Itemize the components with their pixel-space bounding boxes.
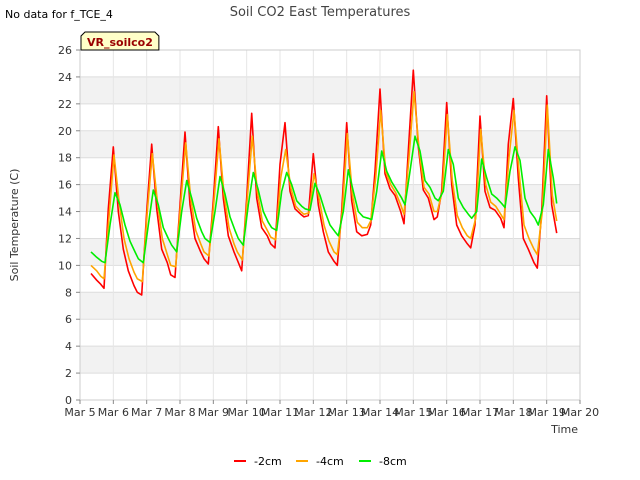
x-tick-label: Mar 19 bbox=[528, 406, 566, 419]
station-label-text: VR_soilco2 bbox=[87, 36, 153, 49]
legend: -2cm -4cm -8cm bbox=[234, 455, 407, 468]
x-axis-label: Time bbox=[550, 423, 578, 436]
x-tick-label: Mar 9 bbox=[198, 406, 229, 419]
series-line-minus-8cm bbox=[90, 135, 558, 264]
station-label: VR_soilco2 bbox=[80, 31, 160, 51]
y-tick-label: 14 bbox=[58, 206, 72, 219]
legend-label: -4cm bbox=[316, 455, 344, 468]
x-tick-label: Mar 18 bbox=[494, 406, 532, 419]
y-tick-label: 0 bbox=[65, 394, 72, 407]
x-tick-label: Mar 16 bbox=[428, 406, 466, 419]
y-tick-label: 4 bbox=[65, 340, 72, 353]
y-tick-label: 18 bbox=[58, 152, 72, 165]
background-band bbox=[80, 130, 580, 158]
y-tick-label: 2 bbox=[65, 367, 72, 380]
y-tick-label: 24 bbox=[58, 71, 72, 84]
x-tick-label: Mar 13 bbox=[328, 406, 366, 419]
background-band bbox=[80, 346, 580, 374]
legend-label: -2cm bbox=[254, 455, 282, 468]
y-tick-label: 22 bbox=[58, 98, 72, 111]
x-tick-label: Mar 12 bbox=[294, 406, 332, 419]
x-tick-label: Mar 15 bbox=[394, 406, 432, 419]
background-band bbox=[80, 76, 580, 104]
y-tick-label: 20 bbox=[58, 125, 72, 138]
y-tick-label: 12 bbox=[58, 232, 72, 245]
chart-title: Soil CO2 East Temperatures bbox=[230, 5, 411, 20]
y-tick-label: 26 bbox=[58, 44, 72, 57]
x-tick-label: Mar 7 bbox=[131, 406, 162, 419]
x-tick-label: Mar 20 bbox=[561, 406, 599, 419]
legend-label: -8cm bbox=[379, 455, 407, 468]
y-axis-label: Soil Temperature (C) bbox=[8, 169, 21, 282]
station-label-box bbox=[80, 31, 160, 51]
x-tick-label: Mar 8 bbox=[164, 406, 195, 419]
x-tick-label: Mar 14 bbox=[361, 406, 399, 419]
background-band bbox=[80, 292, 580, 320]
y-tick-label: 6 bbox=[65, 313, 72, 326]
x-tick-label: Mar 6 bbox=[98, 406, 129, 419]
y-tick-label: 10 bbox=[58, 259, 72, 272]
series-layer bbox=[90, 69, 558, 296]
no-data-note: No data for f_TCE_4 bbox=[5, 8, 113, 21]
x-tick-label: Mar 11 bbox=[261, 406, 299, 419]
plot-frame bbox=[79, 49, 581, 401]
x-tick-label: Mar 10 bbox=[228, 406, 266, 419]
x-tick-label: Mar 5 bbox=[64, 406, 95, 419]
y-tick-label: 16 bbox=[58, 179, 72, 192]
series-line-minus-2cm bbox=[90, 69, 558, 296]
series-line-minus-4cm bbox=[90, 90, 558, 283]
y-tick-label: 8 bbox=[65, 286, 72, 299]
x-tick-label: Mar 17 bbox=[461, 406, 499, 419]
